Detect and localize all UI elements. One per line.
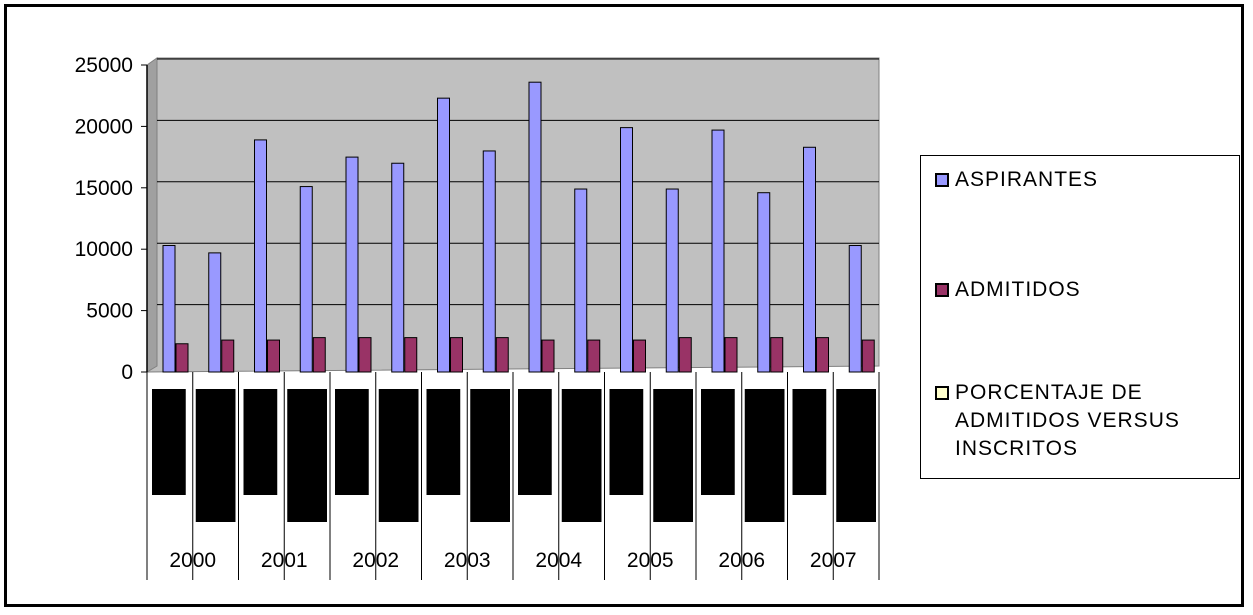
category-table: 2000 2001 2002 2003 2004 2005 2006 2007 [146, 372, 880, 580]
bar-admitidos [312, 337, 326, 373]
legend-label-porcentaje: PORCENTAJE DE ADMITIDOS VERSUS INSCRITOS [955, 381, 1180, 460]
bar-admitidos [404, 337, 418, 373]
table-cell [792, 389, 827, 495]
x-year-label: 2005 [627, 549, 674, 572]
bar-aspirantes [208, 252, 222, 373]
table-cell [152, 389, 186, 495]
x-year-label: 2000 [169, 549, 216, 572]
bar-aspirantes [711, 129, 725, 373]
bar-aspirantes [254, 139, 267, 373]
table-cell [335, 389, 369, 495]
bar-admitidos [267, 339, 280, 373]
table-cell [195, 389, 236, 522]
y-tick-labels: 0 5000 10000 15000 20000 25000 [75, 54, 147, 384]
bar-admitidos [587, 339, 601, 373]
table-cell [609, 389, 644, 495]
bar-aspirantes [665, 188, 679, 373]
bar-admitidos [861, 339, 875, 373]
bar-admitidos [541, 339, 555, 373]
bar-aspirantes [848, 245, 862, 373]
bar-aspirantes [437, 97, 450, 373]
bar-admitidos [358, 337, 372, 373]
y-tick-label: 20000 [75, 115, 133, 138]
bar-aspirantes [803, 146, 816, 373]
x-year-label: 2004 [535, 549, 582, 572]
chart-frame: 0 5000 10000 15000 20000 25000 2000 2001 2002 20… [4, 4, 1244, 607]
y-tick-label: 10000 [75, 238, 133, 261]
table-cell [653, 389, 693, 522]
bar-aspirantes [620, 127, 633, 373]
bar-aspirantes [345, 156, 359, 373]
table-cell [426, 389, 461, 495]
x-year-label: 2007 [810, 549, 857, 572]
legend-item-aspirantes: ASPIRANTES [935, 166, 1225, 194]
y-tick-label: 25000 [75, 54, 133, 77]
y-tick-label: 0 [121, 361, 133, 384]
table-cell [470, 389, 510, 522]
bar-admitidos [816, 337, 829, 373]
legend-label-aspirantes: ASPIRANTES [955, 168, 1099, 191]
table-cell [744, 389, 785, 522]
bar-aspirantes [528, 81, 542, 373]
table-cell [836, 389, 876, 522]
table-cell [378, 389, 419, 522]
bar-admitidos [633, 339, 646, 373]
bar-aspirantes [391, 162, 405, 373]
y-tick-label: 15000 [75, 177, 133, 200]
legend-swatch-aspirantes [935, 173, 949, 187]
table-cell [561, 389, 602, 522]
y-tick-label: 5000 [86, 300, 133, 323]
legend-label-admitidos: ADMITIDOS [955, 278, 1081, 301]
bar-aspirantes [574, 188, 588, 373]
bar-aspirantes [299, 186, 313, 373]
bar-admitidos [175, 343, 189, 373]
table-cell [287, 389, 327, 522]
bar-admitidos [221, 339, 235, 373]
bar-admitidos [724, 337, 738, 373]
x-year-label: 2001 [261, 549, 308, 572]
table-cell [701, 389, 735, 495]
legend-swatch-porcentaje [935, 386, 949, 400]
bar-admitidos [678, 337, 692, 373]
legend: ASPIRANTES ADMITIDOS PORCENTAJE DE ADMIT… [920, 155, 1240, 479]
bar-aspirantes [162, 245, 176, 373]
bar-aspirantes [482, 150, 496, 373]
table-cell [243, 389, 278, 495]
legend-item-admitidos: ADMITIDOS [935, 276, 1225, 304]
bar-admitidos [495, 337, 509, 373]
plot-area-left-wall [146, 57, 158, 373]
x-year-label: 2006 [718, 549, 765, 572]
legend-swatch-admitidos [935, 283, 949, 297]
table-cell [518, 389, 552, 495]
bar-series [162, 81, 875, 373]
bar-aspirantes [757, 192, 771, 373]
x-year-label: 2003 [444, 549, 491, 572]
bar-admitidos [770, 337, 784, 373]
legend-item-porcentaje: PORCENTAJE DE ADMITIDOS VERSUS INSCRITOS [935, 379, 1225, 463]
bar-admitidos [450, 337, 463, 373]
x-year-label: 2002 [352, 549, 399, 572]
